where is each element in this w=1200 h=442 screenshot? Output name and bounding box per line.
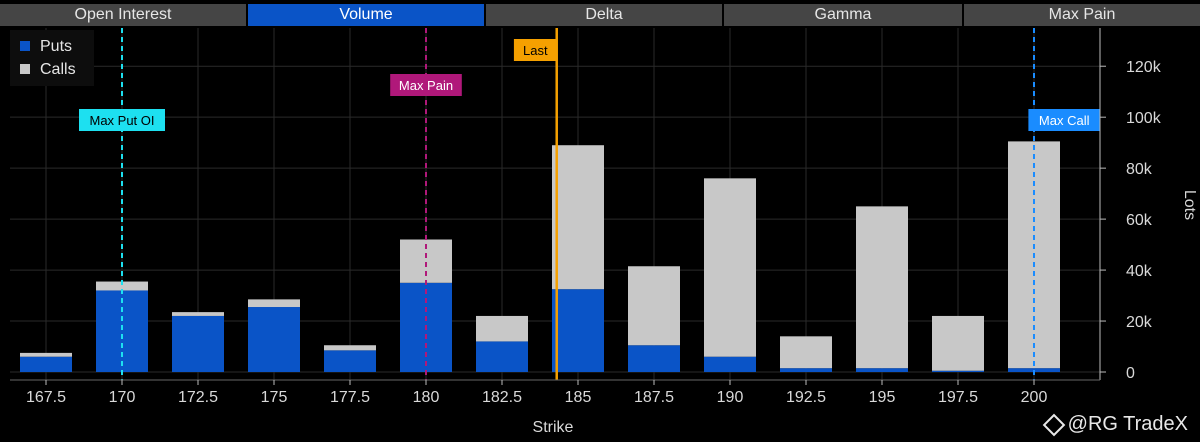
bar-calls: [248, 299, 300, 308]
marker-label-box: [1028, 109, 1100, 131]
legend-swatch: [20, 64, 30, 74]
bar-puts: [476, 341, 528, 372]
bar-calls: [172, 312, 224, 316]
watermark-text: @RG TradeX: [1067, 413, 1188, 435]
bar-calls: [628, 266, 680, 346]
bar-calls: [552, 145, 604, 290]
diamond-logo-icon: [1042, 413, 1065, 436]
bar-puts: [248, 307, 300, 372]
tab-open-interest[interactable]: Open Interest: [0, 4, 248, 26]
bar-puts: [704, 356, 756, 372]
y-tick-label: 100k: [1126, 110, 1162, 127]
marker-label-box: [390, 74, 462, 96]
x-tick-label: 200: [1021, 389, 1048, 406]
bar-calls: [932, 315, 984, 371]
x-tick-label: 185: [565, 389, 592, 406]
bar-calls: [324, 345, 376, 351]
x-tick-label: 187.5: [634, 389, 674, 406]
x-tick-label: 182.5: [482, 389, 522, 406]
watermark: @RG TradeX: [1042, 413, 1188, 436]
y-tick-label: 60k: [1126, 212, 1153, 229]
x-tick-label: 192.5: [786, 389, 826, 406]
x-tick-label: 180: [413, 389, 440, 406]
y-tick-label: 120k: [1126, 59, 1162, 76]
y-tick-label: 0: [1126, 365, 1135, 382]
y-tick-label: 80k: [1126, 161, 1153, 178]
bar-calls: [20, 352, 72, 357]
legend: Puts Calls: [10, 30, 94, 86]
x-tick-label: 177.5: [330, 389, 370, 406]
bar-calls: [96, 281, 148, 291]
marker-label-box: [513, 39, 557, 61]
tab-volume[interactable]: Volume: [248, 4, 486, 26]
bar-puts: [20, 356, 72, 372]
bar-puts: [552, 289, 604, 372]
bar-calls: [856, 206, 908, 369]
bars: [20, 141, 1060, 372]
strike-markers: Max Put OI Max Pain Last Max Call: [79, 28, 1100, 380]
bar-calls: [476, 315, 528, 342]
marker-label: Last: [523, 43, 548, 58]
legend-label: Puts: [40, 38, 72, 55]
x-axis-title: Strike: [533, 419, 574, 436]
bar-puts: [780, 368, 832, 372]
bar-puts: [172, 315, 224, 372]
marker-label: Max Put OI: [89, 113, 154, 128]
marker-label-box: [79, 109, 165, 131]
tab-max-pain[interactable]: Max Pain: [964, 4, 1200, 26]
y-tick-label: 20k: [1126, 314, 1153, 331]
marker-label: Max Pain: [399, 78, 453, 93]
x-tick-label: 175: [261, 389, 288, 406]
bar-puts: [932, 370, 984, 372]
x-tick-label: 190: [717, 389, 744, 406]
x-tick-label: 170: [109, 389, 136, 406]
x-tick-label: 172.5: [178, 389, 218, 406]
y-axis-title: Lots: [1181, 190, 1198, 220]
axes: 0 20k 40k 60k 80k 100k 120k 167.5 170 172.5 175 177…: [10, 28, 1198, 436]
x-tick-label: 197.5: [938, 389, 978, 406]
legend-swatch: [20, 41, 30, 51]
legend-box: [10, 30, 94, 86]
bar-calls: [780, 336, 832, 369]
bar-puts: [628, 345, 680, 372]
bar-puts: [324, 350, 376, 372]
tab-bar: Open Interest Volume Delta Gamma Max Pai…: [0, 4, 1200, 28]
x-tick-label: 195: [869, 389, 896, 406]
bar-puts: [856, 368, 908, 372]
tab-delta[interactable]: Delta: [486, 4, 724, 26]
bar-calls: [704, 178, 756, 357]
marker-label: Max Call: [1039, 113, 1090, 128]
x-tick-label: 167.5: [26, 389, 66, 406]
legend-label: Calls: [40, 61, 76, 78]
bar-puts: [96, 290, 148, 372]
y-tick-label: 40k: [1126, 263, 1153, 280]
tab-gamma[interactable]: Gamma: [724, 4, 964, 26]
